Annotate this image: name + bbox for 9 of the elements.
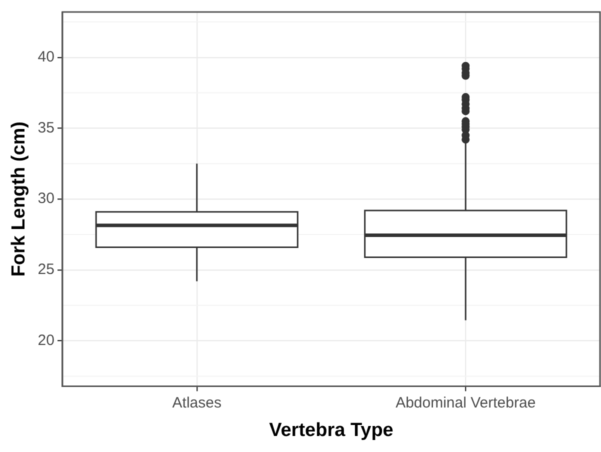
x-axis-title: Vertebra Type <box>269 420 394 441</box>
y-tick-label: 40 <box>38 48 54 66</box>
x-tick-label: Atlases <box>172 394 222 412</box>
y-tick-label: 20 <box>38 332 54 349</box>
y-axis-title: Fork Length (cm) <box>8 122 30 277</box>
x-tick-label: Abdominal Vertebrae <box>396 394 536 412</box>
y-tick-label: 35 <box>38 119 54 136</box>
y-tick-label: 25 <box>38 261 54 278</box>
y-tick-label: 30 <box>38 190 54 208</box>
